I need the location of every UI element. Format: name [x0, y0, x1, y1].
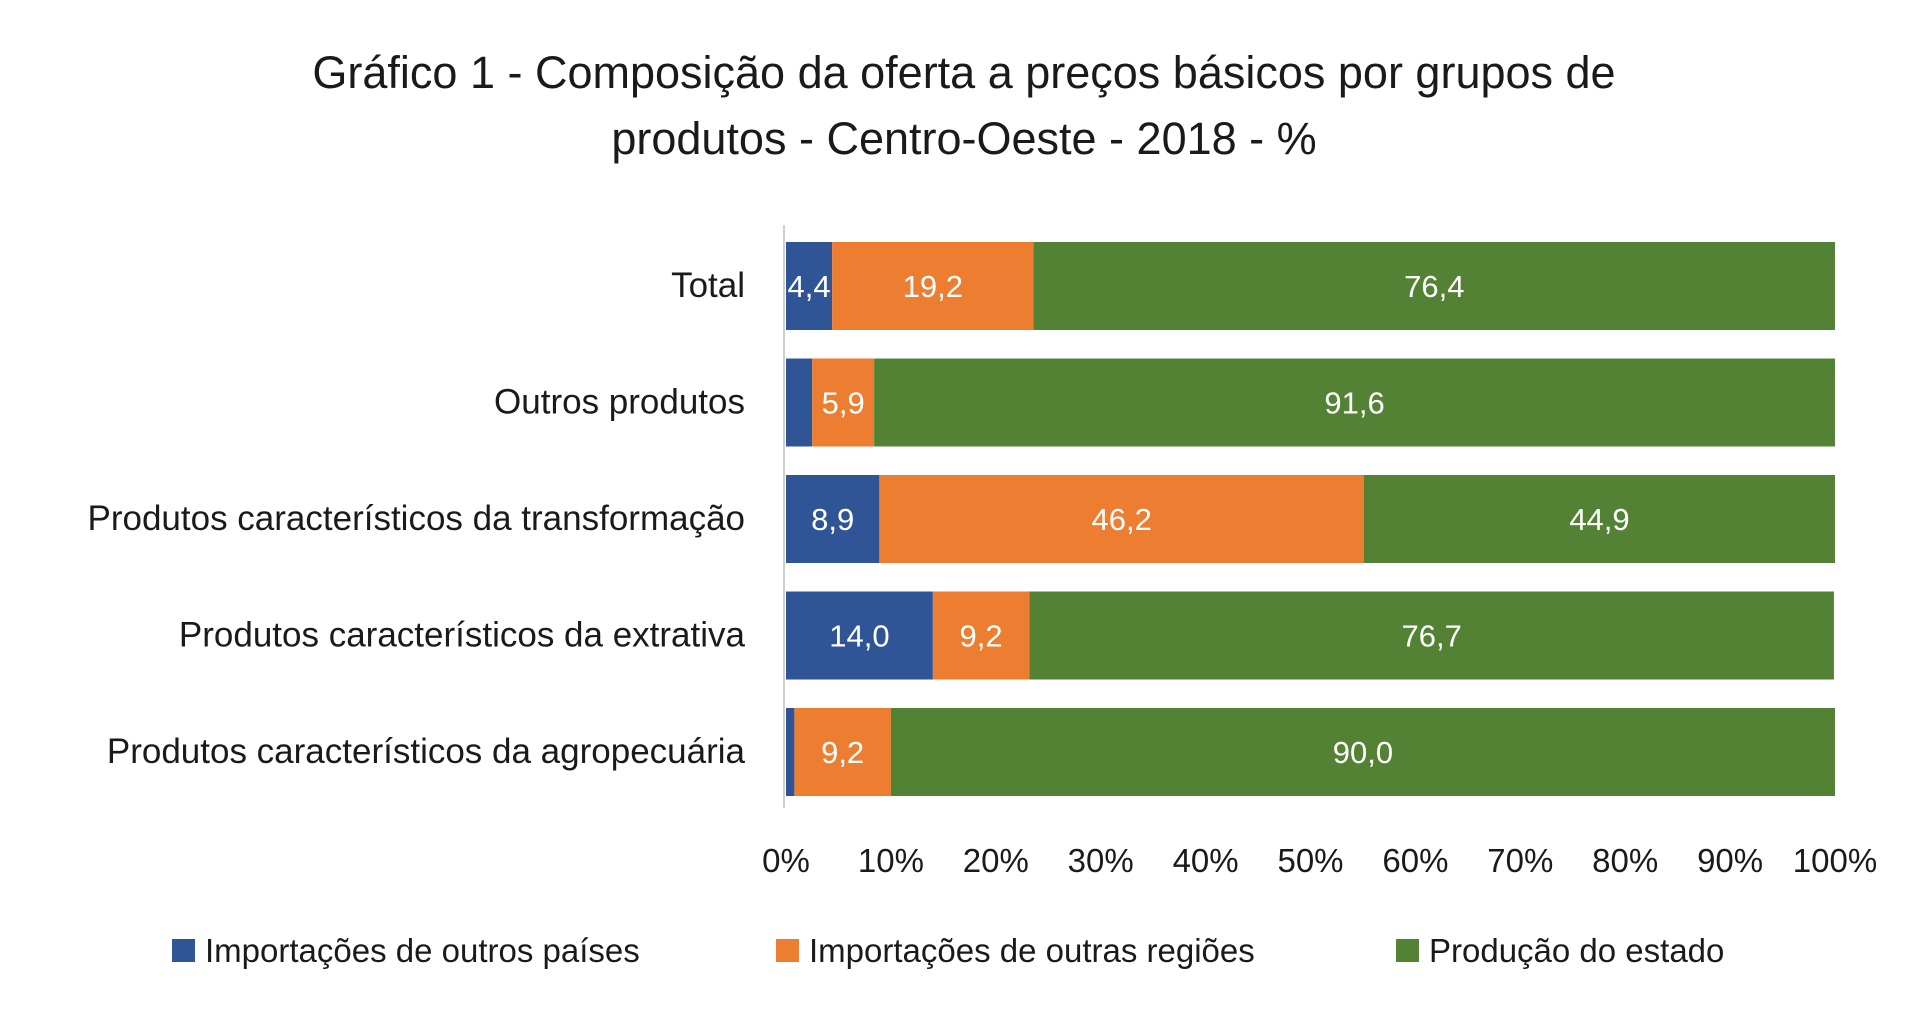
- data-label: 90,0: [1333, 735, 1393, 770]
- legend-swatch: [776, 939, 799, 962]
- data-label: 44,9: [1569, 502, 1629, 537]
- bar-segment: [786, 358, 813, 447]
- x-tick-label: 60%: [1382, 842, 1448, 879]
- x-tick-label: 0%: [762, 842, 810, 879]
- bar-segment: [786, 708, 795, 796]
- legend-swatch: [1396, 939, 1419, 962]
- bar-segment: [874, 358, 1835, 447]
- bar-segment: [879, 475, 1364, 563]
- x-tick-label: 70%: [1487, 842, 1553, 879]
- chart-title-line: produtos - Centro-Oeste - 2018 - %: [611, 113, 1316, 164]
- axes: 0% 10% 20% 30% 40% 50% 60% 70% 80% 90% 100%: [762, 225, 1877, 879]
- legend-label: Importações de outras regiões: [809, 932, 1255, 969]
- data-label: 76,7: [1401, 619, 1461, 654]
- data-label: 9,2: [960, 619, 1003, 654]
- data-label: 19,2: [903, 269, 963, 304]
- x-tick-label: 90%: [1697, 842, 1763, 879]
- data-label: 14,0: [829, 619, 889, 654]
- bar-segment: [832, 242, 1034, 330]
- bar-segment: [786, 242, 833, 330]
- bar-segment: [890, 708, 1835, 796]
- x-tick-label: 30%: [1068, 842, 1134, 879]
- legend: Importações de outros países Importações …: [172, 932, 1724, 969]
- x-tick-label: 100%: [1793, 842, 1877, 879]
- bars: 4,4 19,2 76,4 5,9 91,6 8,9 46,2 44,9 14,0 9,2 76,7…: [786, 242, 1835, 796]
- data-label: 8,9: [811, 502, 854, 537]
- legend-label: Produção do estado: [1429, 932, 1724, 969]
- legend-label: Importações de outros países: [205, 932, 640, 969]
- bar-segment: [1029, 591, 1834, 680]
- x-tick-label: 10%: [858, 842, 924, 879]
- data-label: 76,4: [1404, 269, 1464, 304]
- category-labels: Total Outros produtos Produtos característ…: [87, 266, 745, 771]
- bar-segment: [794, 708, 891, 796]
- data-label: 9,2: [821, 735, 864, 770]
- x-tick-label: 20%: [963, 842, 1029, 879]
- x-tick-label: 80%: [1592, 842, 1658, 879]
- bar-segment: [786, 591, 933, 680]
- category-label: Produtos característicos da extrativa: [179, 616, 746, 655]
- bar-segment: [786, 475, 880, 563]
- legend-swatch: [172, 939, 195, 962]
- bar-segment: [1033, 242, 1835, 330]
- bar-segment: [812, 358, 875, 447]
- x-tick-label: 40%: [1173, 842, 1239, 879]
- x-tick-label: 50%: [1277, 842, 1343, 879]
- data-label: 5,9: [822, 386, 865, 421]
- chart-title-line: Gráfico 1 - Composição da oferta a preço…: [312, 47, 1615, 98]
- data-label: 4,4: [788, 269, 831, 304]
- category-label: Total: [671, 266, 745, 305]
- category-label: Outros produtos: [494, 383, 745, 422]
- bar-segment: [932, 591, 1030, 680]
- data-label: 46,2: [1092, 502, 1152, 537]
- category-label: Produtos característicos da transformaçã…: [87, 499, 745, 538]
- category-label: Produtos característicos da agropecuária: [107, 732, 746, 771]
- data-label: 91,6: [1324, 386, 1384, 421]
- chart-title: Gráfico 1 - Composição da oferta a preço…: [312, 47, 1615, 164]
- bar-segment: [1363, 475, 1835, 563]
